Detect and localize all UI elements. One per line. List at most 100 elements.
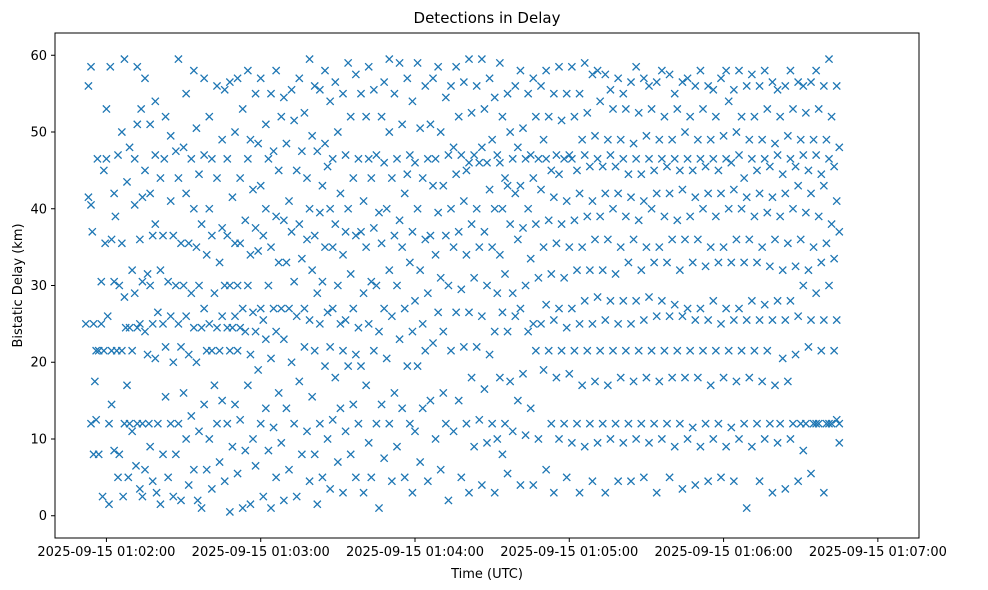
data-point	[413, 204, 422, 213]
data-point	[336, 319, 345, 328]
data-point	[477, 55, 486, 64]
data-point	[212, 173, 222, 183]
data-point	[251, 89, 260, 98]
y-tick-label: 20	[30, 356, 47, 371]
data-point	[632, 154, 641, 163]
data-point	[660, 212, 669, 221]
data-point	[261, 335, 270, 344]
data-point	[367, 473, 376, 482]
data-point	[349, 173, 358, 183]
data-point	[722, 66, 731, 75]
data-point	[246, 250, 255, 259]
data-point	[434, 208, 443, 217]
data-point	[467, 108, 476, 117]
data-point	[228, 193, 237, 202]
data-point	[536, 185, 546, 194]
data-point	[107, 400, 116, 409]
data-point	[305, 477, 314, 486]
data-point	[122, 177, 132, 186]
data-point	[241, 216, 250, 225]
data-point	[446, 81, 456, 91]
data-point	[518, 223, 528, 232]
data-point	[565, 150, 574, 160]
data-point	[310, 231, 319, 240]
data-point	[776, 419, 785, 428]
data-point	[259, 231, 268, 240]
data-point	[205, 112, 214, 121]
data-point	[524, 204, 533, 213]
y-tick-label: 30	[30, 279, 47, 294]
data-point	[500, 173, 510, 183]
data-point	[428, 74, 438, 83]
data-point	[189, 465, 198, 474]
data-point	[562, 323, 571, 332]
data-point	[308, 131, 317, 140]
data-point	[202, 250, 211, 259]
data-point	[788, 204, 798, 213]
data-point	[233, 469, 242, 478]
data-point	[580, 150, 589, 160]
data-point	[470, 442, 479, 451]
data-point	[614, 74, 623, 83]
data-point	[351, 473, 360, 482]
data-point	[542, 465, 551, 474]
data-point	[794, 181, 803, 190]
data-point	[400, 189, 409, 198]
data-point	[477, 480, 486, 490]
data-point	[709, 296, 718, 305]
data-point	[152, 488, 161, 497]
data-point	[290, 419, 299, 428]
data-point	[470, 150, 479, 160]
data-point	[616, 373, 625, 382]
data-point	[101, 239, 110, 248]
data-point	[518, 124, 528, 133]
data-point	[174, 419, 183, 428]
data-point	[799, 81, 808, 91]
data-point	[333, 281, 342, 290]
data-point	[819, 315, 828, 325]
data-point	[508, 154, 517, 163]
data-point	[598, 162, 607, 171]
data-point	[138, 193, 147, 202]
data-point	[349, 400, 358, 409]
data-point	[524, 327, 533, 336]
data-point	[752, 419, 762, 428]
data-point	[272, 473, 281, 482]
data-point	[436, 273, 445, 282]
data-point	[210, 289, 219, 298]
data-point	[835, 419, 844, 428]
data-point	[812, 419, 821, 428]
data-point	[380, 158, 389, 167]
data-point	[616, 243, 625, 252]
data-point	[115, 281, 124, 290]
data-point	[614, 477, 623, 486]
data-point	[364, 154, 373, 163]
data-point	[125, 323, 134, 332]
data-point	[503, 327, 512, 336]
data-point	[503, 181, 512, 190]
data-point	[336, 189, 345, 198]
data-point	[794, 78, 803, 87]
data-point	[812, 289, 821, 298]
data-point	[614, 189, 623, 198]
data-point	[650, 419, 659, 428]
data-point	[554, 170, 564, 179]
data-point	[734, 66, 744, 75]
data-point	[292, 312, 301, 321]
data-point	[608, 104, 618, 114]
data-point	[279, 216, 288, 225]
data-point	[135, 235, 144, 244]
data-point	[421, 81, 430, 91]
data-point	[251, 223, 260, 232]
data-point	[770, 139, 780, 148]
data-point	[338, 89, 348, 98]
data-point	[632, 434, 641, 444]
data-point	[140, 327, 150, 336]
data-point	[346, 269, 355, 279]
data-point	[212, 81, 222, 91]
data-point	[593, 438, 602, 447]
data-point	[817, 170, 826, 179]
data-point	[133, 120, 142, 129]
data-point	[295, 377, 304, 386]
data-point	[93, 154, 102, 163]
